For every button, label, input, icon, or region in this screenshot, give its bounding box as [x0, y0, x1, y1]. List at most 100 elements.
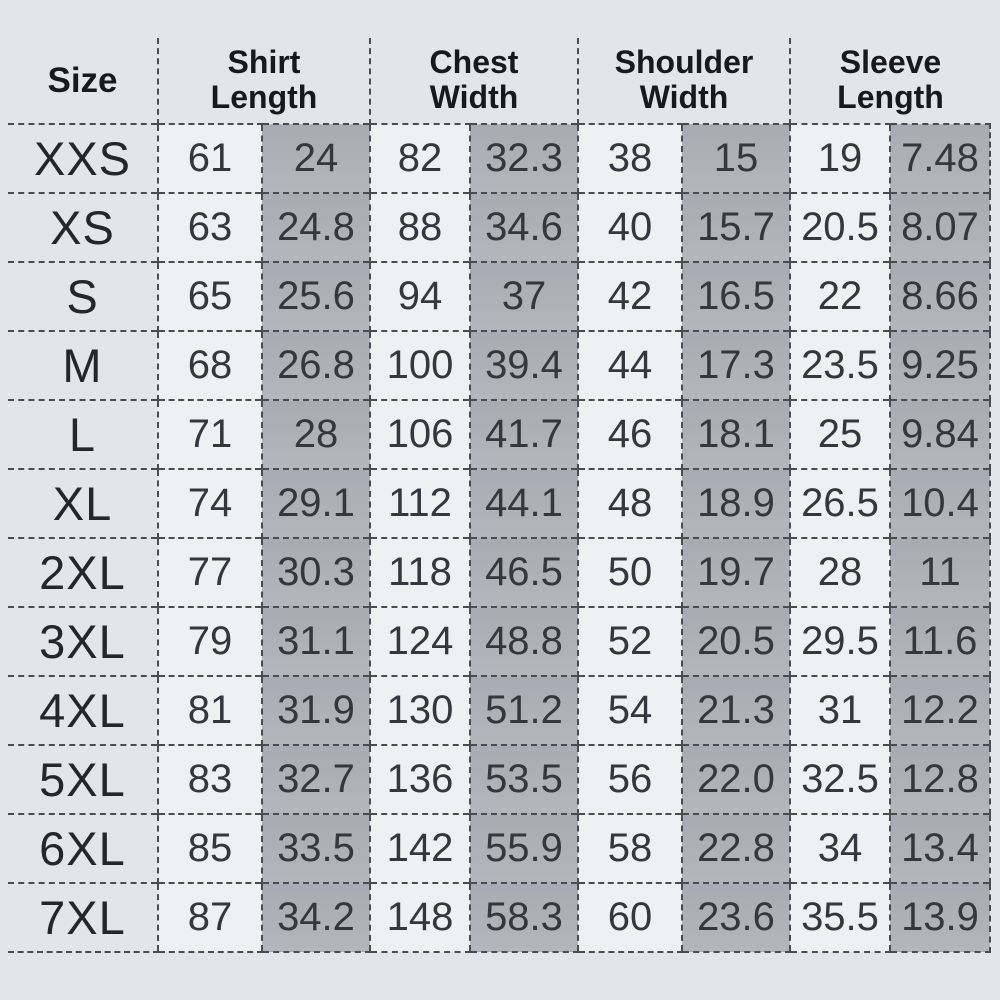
- chest-width-inch: 55.9: [469, 813, 578, 883]
- table-row-m: M 68 26.8 100 39.4 44 17.3 23.5 9.25: [8, 330, 991, 400]
- size-label: S: [8, 261, 158, 331]
- size-label: 7XL: [8, 882, 158, 953]
- shoulder-width-cm: 52: [577, 606, 682, 676]
- shirt-length-inch: 24: [261, 123, 370, 193]
- shirt-length-cm: 74: [157, 468, 262, 538]
- sleeve-length-inch: 13.9: [889, 882, 991, 953]
- shoulder-width-inch: 17.3: [681, 330, 790, 400]
- chest-width-cm: 82: [369, 123, 470, 193]
- shirt-length-cm: 61: [157, 123, 262, 193]
- chest-width-inch: 58.3: [469, 882, 578, 953]
- shirt-length-inch: 32.7: [261, 744, 370, 814]
- chest-width-inch: 34.6: [469, 192, 578, 262]
- header-size-label: Size: [47, 60, 118, 100]
- sleeve-length-cm: 34: [789, 813, 890, 883]
- chest-width-inch: 46.5: [469, 537, 578, 607]
- size-label: 5XL: [8, 744, 158, 814]
- sleeve-length-cm: 25: [789, 399, 890, 469]
- chest-width-inch: 53.5: [469, 744, 578, 814]
- table-row-3xl: 3XL 79 31.1 124 48.8 52 20.5 29.5 11.6: [8, 606, 991, 676]
- chest-width-inch: 51.2: [469, 675, 578, 745]
- shoulder-width-cm: 40: [577, 192, 682, 262]
- sleeve-length-inch: 10.4: [889, 468, 991, 538]
- size-chart: Size Shirt Length Chest Width Shoulder W…: [8, 38, 991, 953]
- size-label: XL: [8, 468, 158, 538]
- chest-width-cm: 112: [369, 468, 470, 538]
- shirt-length-inch: 33.5: [261, 813, 370, 883]
- size-label: 2XL: [8, 537, 158, 607]
- shoulder-width-cm: 56: [577, 744, 682, 814]
- chest-width-cm: 148: [369, 882, 470, 953]
- table-header: Size Shirt Length Chest Width Shoulder W…: [8, 38, 990, 124]
- size-label: XXS: [8, 123, 158, 193]
- table-row-l: L 71 28 106 41.7 46 18.1 25 9.84: [8, 399, 991, 469]
- shirt-length-cm: 77: [157, 537, 262, 607]
- shoulder-width-cm: 48: [577, 468, 682, 538]
- sleeve-length-inch: 11: [889, 537, 991, 607]
- sleeve-length-cm: 19: [789, 123, 890, 193]
- table-row-2xl: 2XL 77 30.3 118 46.5 50 19.7 28 11: [8, 537, 991, 607]
- size-label: 6XL: [8, 813, 158, 883]
- table-row-xxs: XXS 61 24 82 32.3 38 15 19 7.48: [8, 123, 991, 193]
- table-row-xl: XL 74 29.1 112 44.1 48 18.9 26.5 10.4: [8, 468, 991, 538]
- sleeve-length-cm: 23.5: [789, 330, 890, 400]
- shirt-length-cm: 65: [157, 261, 262, 331]
- shirt-length-inch: 25.6: [261, 261, 370, 331]
- sleeve-length-inch: 7.48: [889, 123, 991, 193]
- sleeve-length-cm: 35.5: [789, 882, 890, 953]
- header-sleeve-length: Sleeve Length: [789, 38, 990, 124]
- shoulder-width-inch: 21.3: [681, 675, 790, 745]
- header-sleeve-length-label: Sleeve Length: [837, 43, 944, 116]
- shoulder-width-inch: 22.8: [681, 813, 790, 883]
- chest-width-inch: 48.8: [469, 606, 578, 676]
- shoulder-width-inch: 16.5: [681, 261, 790, 331]
- shoulder-width-inch: 23.6: [681, 882, 790, 953]
- shirt-length-cm: 79: [157, 606, 262, 676]
- shoulder-width-cm: 44: [577, 330, 682, 400]
- shirt-length-inch: 31.9: [261, 675, 370, 745]
- sleeve-length-cm: 26.5: [789, 468, 890, 538]
- size-label: 4XL: [8, 675, 158, 745]
- sleeve-length-inch: 12.2: [889, 675, 991, 745]
- table-row-6xl: 6XL 85 33.5 142 55.9 58 22.8 34 13.4: [8, 813, 991, 883]
- chest-width-cm: 106: [369, 399, 470, 469]
- chest-width-cm: 130: [369, 675, 470, 745]
- sleeve-length-cm: 31: [789, 675, 890, 745]
- shirt-length-inch: 34.2: [261, 882, 370, 953]
- shirt-length-cm: 87: [157, 882, 262, 953]
- chest-width-inch: 37: [469, 261, 578, 331]
- shirt-length-cm: 68: [157, 330, 262, 400]
- shirt-length-cm: 63: [157, 192, 262, 262]
- shoulder-width-cm: 58: [577, 813, 682, 883]
- table-row-s: S 65 25.6 94 37 42 16.5 22 8.66: [8, 261, 991, 331]
- sleeve-length-inch: 13.4: [889, 813, 991, 883]
- shoulder-width-inch: 22.0: [681, 744, 790, 814]
- header-chest-width: Chest Width: [369, 38, 578, 124]
- shoulder-width-cm: 54: [577, 675, 682, 745]
- size-label: XS: [8, 192, 158, 262]
- shirt-length-inch: 24.8: [261, 192, 370, 262]
- chest-width-inch: 41.7: [469, 399, 578, 469]
- table-row-7xl: 7XL 87 34.2 148 58.3 60 23.6 35.5 13.9: [8, 882, 991, 953]
- shoulder-width-cm: 46: [577, 399, 682, 469]
- shirt-length-inch: 31.1: [261, 606, 370, 676]
- size-table: Size Shirt Length Chest Width Shoulder W…: [8, 38, 991, 953]
- shoulder-width-cm: 60: [577, 882, 682, 953]
- shoulder-width-inch: 15: [681, 123, 790, 193]
- shoulder-width-inch: 15.7: [681, 192, 790, 262]
- shirt-length-inch: 26.8: [261, 330, 370, 400]
- sleeve-length-cm: 20.5: [789, 192, 890, 262]
- size-label: M: [8, 330, 158, 400]
- size-label: 3XL: [8, 606, 158, 676]
- header-shoulder-width: Shoulder Width: [577, 38, 790, 124]
- table-row-5xl: 5XL 83 32.7 136 53.5 56 22.0 32.5 12.8: [8, 744, 991, 814]
- header-chest-width-label: Chest Width: [429, 43, 519, 116]
- header-row: Size Shirt Length Chest Width Shoulder W…: [8, 38, 990, 124]
- shirt-length-inch: 29.1: [261, 468, 370, 538]
- sleeve-length-cm: 29.5: [789, 606, 890, 676]
- chest-width-cm: 94: [369, 261, 470, 331]
- shirt-length-cm: 81: [157, 675, 262, 745]
- shirt-length-inch: 28: [261, 399, 370, 469]
- chest-width-cm: 142: [369, 813, 470, 883]
- chest-width-inch: 32.3: [469, 123, 578, 193]
